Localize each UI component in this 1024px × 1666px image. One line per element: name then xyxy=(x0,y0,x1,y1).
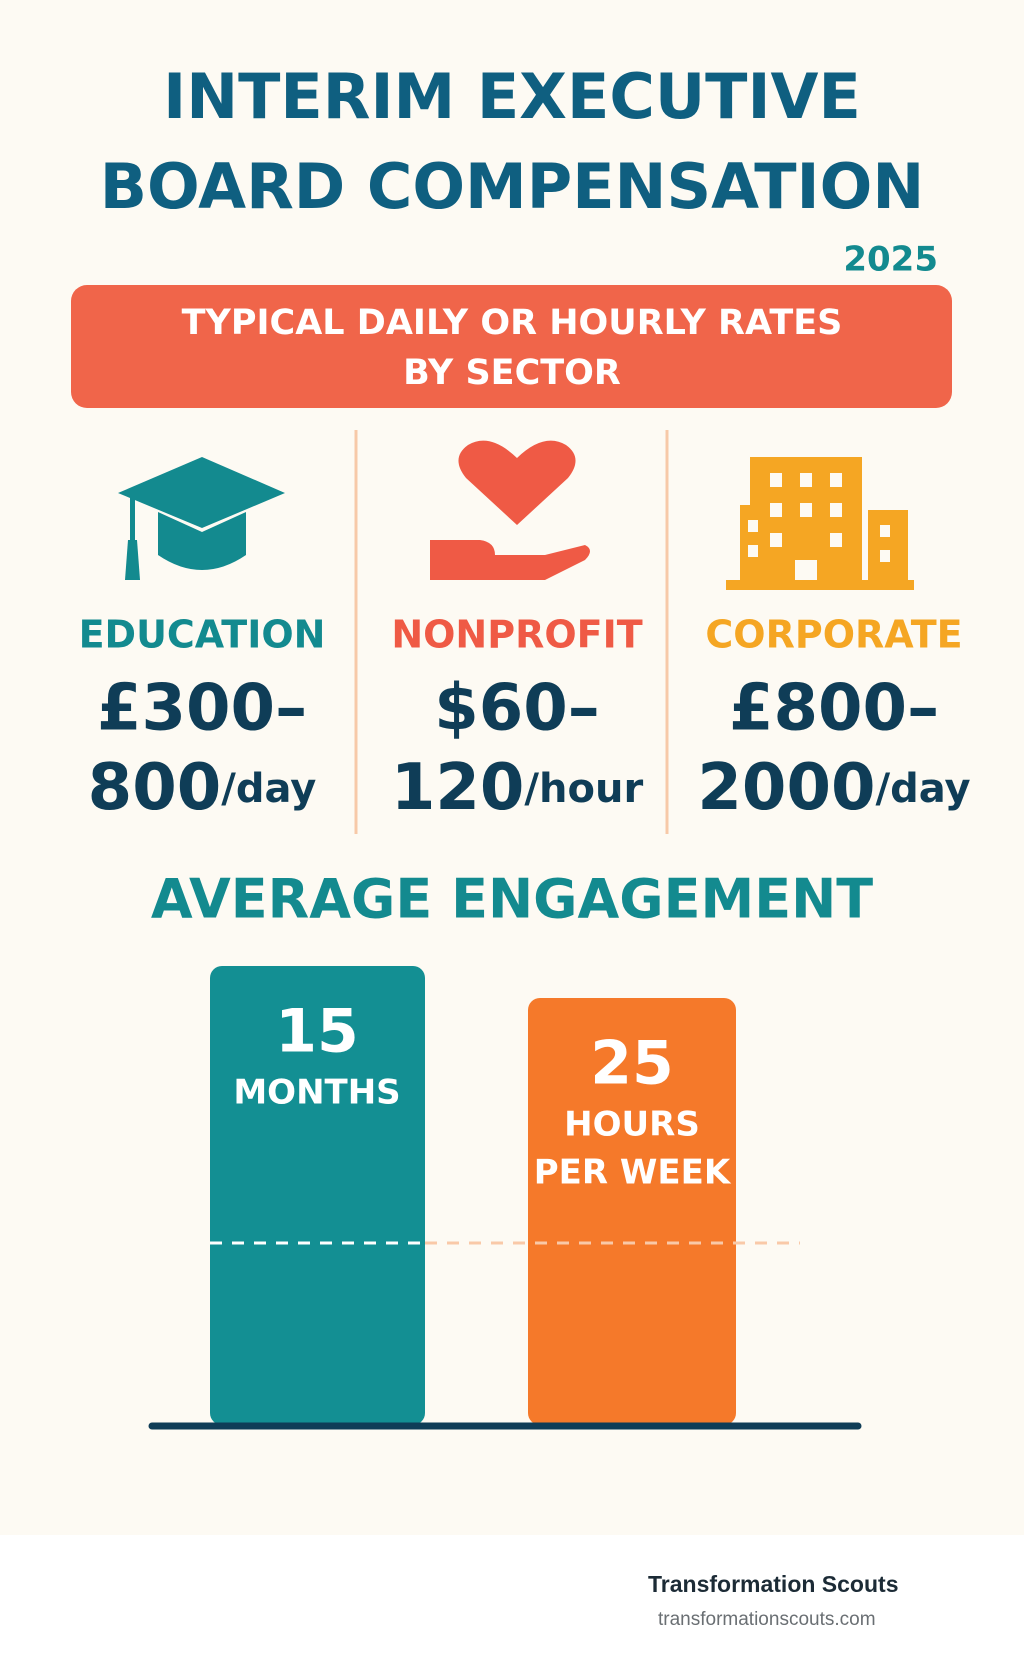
banner xyxy=(71,285,952,408)
bar-label: HOURS xyxy=(564,1105,700,1145)
rate-line: £300– xyxy=(97,672,307,746)
sector-label: NONPROFIT xyxy=(391,613,642,657)
bar-label: PER WEEK xyxy=(534,1153,732,1193)
bar-label: MONTHS xyxy=(233,1073,400,1113)
banner-line: BY SECTOR xyxy=(403,353,621,393)
footer-background xyxy=(0,1535,1024,1666)
education-icon xyxy=(118,457,285,580)
footer-url: transformationscouts.com xyxy=(658,1609,876,1630)
sector-label: EDUCATION xyxy=(79,613,326,657)
rate-unit: /day xyxy=(221,766,316,812)
rate-line: £800– xyxy=(729,672,939,746)
rate-line: $60– xyxy=(434,672,600,746)
rate-unit: /day xyxy=(876,766,971,812)
year: 2025 xyxy=(843,240,938,280)
bar xyxy=(210,966,425,1425)
rate-line: 800/day xyxy=(88,751,317,825)
rate-number: 120 xyxy=(391,751,525,825)
engagement-title: AVERAGE ENGAGEMENT xyxy=(151,868,873,931)
title-line: INTERIM EXECUTIVE xyxy=(163,60,861,133)
background xyxy=(0,0,1024,1535)
rate-line: 2000/day xyxy=(697,751,970,825)
rate-line: 120/hour xyxy=(391,751,644,825)
rate-unit: /hour xyxy=(524,766,643,812)
bar-number: 25 xyxy=(590,1029,674,1099)
banner-line: TYPICAL DAILY OR HOURLY RATES xyxy=(182,303,843,343)
bar-number: 15 xyxy=(275,997,359,1067)
rate-number: 800 xyxy=(88,751,222,825)
bar xyxy=(528,998,736,1425)
nonprofit-icon xyxy=(430,440,590,580)
sector-label: CORPORATE xyxy=(705,613,962,657)
corporate-icon xyxy=(726,457,914,590)
title-line: BOARD COMPENSATION xyxy=(100,150,924,223)
rate-number: 2000 xyxy=(697,751,875,825)
footer-brand: Transformation Scouts xyxy=(648,1571,898,1597)
